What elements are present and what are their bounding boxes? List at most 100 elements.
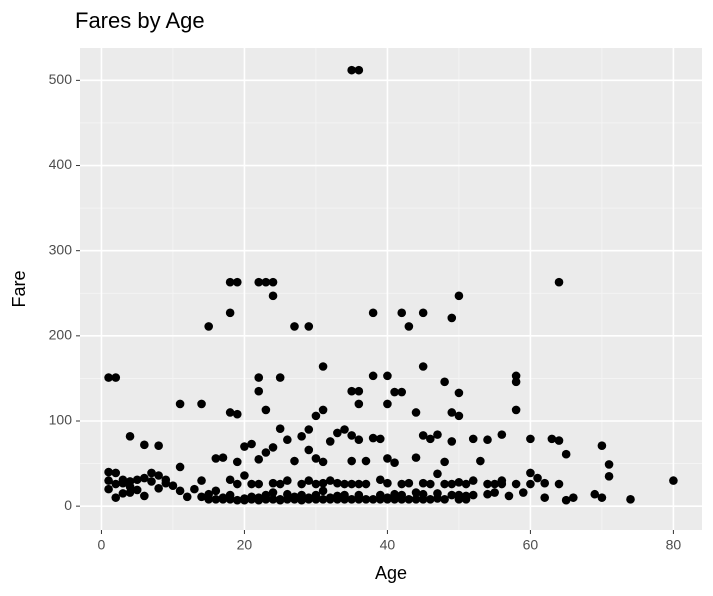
point: [368, 433, 378, 443]
point: [261, 277, 271, 287]
point: [318, 495, 328, 504]
point: [147, 468, 156, 478]
point: [275, 373, 285, 382]
point: [333, 478, 342, 488]
point: [261, 448, 271, 457]
point: [261, 490, 271, 500]
point: [104, 373, 113, 382]
point: [111, 468, 121, 478]
point: [125, 482, 135, 491]
point: [604, 460, 614, 469]
point: [304, 476, 314, 485]
point: [397, 308, 407, 318]
point: [347, 65, 356, 75]
point: [304, 493, 314, 502]
point: [383, 371, 392, 381]
point: [497, 476, 507, 485]
point: [197, 492, 206, 502]
point: [204, 322, 213, 331]
panel: [80, 48, 702, 530]
point: [140, 473, 149, 483]
point: [204, 489, 213, 499]
point: [161, 475, 171, 485]
point: [240, 471, 249, 480]
point: [283, 435, 292, 445]
point: [225, 308, 235, 318]
point: [140, 440, 149, 450]
point: [225, 408, 235, 417]
point: [368, 495, 378, 504]
point: [383, 493, 392, 502]
point: [540, 478, 550, 488]
point: [433, 489, 442, 498]
point: [418, 308, 428, 318]
point: [290, 322, 299, 331]
point: [218, 493, 228, 502]
point: [268, 277, 278, 287]
point: [440, 377, 449, 387]
point: [154, 483, 163, 493]
point: [154, 441, 163, 450]
point: [275, 424, 285, 433]
point: [383, 478, 392, 488]
point: [247, 479, 256, 489]
point: [218, 453, 228, 462]
point: [318, 486, 328, 496]
x-tick-label: 0: [98, 537, 106, 553]
point: [197, 476, 206, 485]
point: [468, 476, 478, 485]
point: [433, 430, 442, 439]
point: [104, 484, 113, 494]
point: [175, 486, 185, 496]
point: [333, 491, 342, 501]
point: [240, 442, 249, 451]
point: [368, 371, 378, 381]
point: [225, 277, 235, 287]
point: [483, 489, 492, 499]
point: [404, 478, 414, 488]
point: [368, 308, 378, 318]
point: [311, 490, 321, 500]
point: [104, 467, 113, 477]
point: [354, 65, 364, 75]
point: [347, 431, 356, 440]
point: [511, 371, 521, 381]
point: [118, 489, 128, 498]
point: [468, 434, 478, 444]
point: [347, 386, 356, 396]
point: [490, 488, 499, 497]
point: [347, 479, 356, 489]
y-tick-label: 300: [49, 241, 73, 257]
point: [461, 491, 471, 501]
point: [418, 362, 428, 371]
point: [511, 479, 521, 489]
point: [383, 454, 392, 463]
point: [397, 490, 407, 500]
point: [454, 478, 464, 487]
point: [318, 362, 328, 371]
point: [104, 476, 113, 485]
point: [318, 405, 328, 415]
point: [254, 495, 264, 505]
point: [511, 377, 521, 387]
point: [440, 457, 449, 467]
point: [283, 476, 292, 485]
point: [325, 493, 335, 502]
point: [232, 409, 242, 419]
point: [118, 475, 128, 485]
point: [247, 439, 256, 449]
point: [526, 468, 535, 478]
point: [340, 479, 349, 489]
point: [340, 425, 349, 434]
point: [111, 493, 121, 502]
y-tick-label: 200: [49, 327, 73, 343]
point: [476, 456, 485, 466]
point: [197, 399, 206, 409]
point: [411, 408, 421, 417]
point: [426, 434, 435, 444]
point: [533, 473, 542, 483]
point: [304, 425, 314, 434]
y-tick-label: 0: [64, 497, 72, 513]
point: [447, 479, 457, 489]
